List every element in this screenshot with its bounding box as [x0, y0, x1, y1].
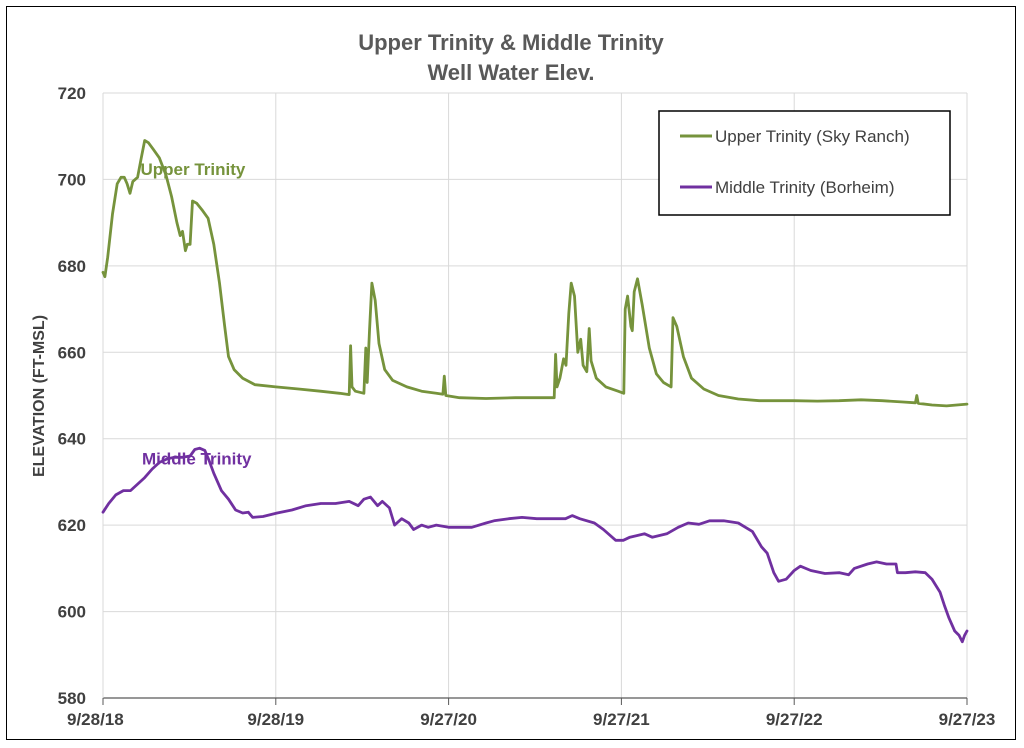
legend-label-middle-trinity: Middle Trinity (Borheim) — [715, 178, 895, 197]
x-tick-label: 9/27/21 — [593, 710, 650, 729]
x-tick-label: 9/27/20 — [420, 710, 477, 729]
axes: 580 600 620 640 660 680 700 720 9/28/18 9/28/19 9/… — [58, 84, 996, 729]
chart-title-line-1: Upper Trinity & Middle Trinity — [358, 30, 664, 55]
x-tick-label: 9/28/19 — [247, 710, 304, 729]
legend-box — [658, 110, 951, 216]
y-tick-label: 720 — [58, 84, 86, 103]
x-tick-label: 9/27/23 — [939, 710, 996, 729]
annotations: Upper Trinity Middle Trinity — [141, 160, 253, 469]
y-tick-label: 580 — [58, 689, 86, 708]
y-tick-label: 620 — [58, 516, 86, 535]
y-tick-label: 640 — [58, 430, 86, 449]
legend-label-upper-trinity: Upper Trinity (Sky Ranch) — [715, 127, 910, 146]
series-line-upper-trinity — [101, 139, 969, 408]
series-line-middle-trinity — [101, 446, 969, 644]
x-tick-label: 9/28/18 — [67, 710, 124, 729]
y-tick-label: 700 — [58, 170, 86, 189]
y-tick-label: 680 — [58, 257, 86, 276]
annotation-upper-trinity: Upper Trinity — [141, 160, 246, 179]
legend: Upper Trinity (Sky Ranch) Middle Trinity… — [658, 110, 951, 216]
annotation-middle-trinity: Middle Trinity — [142, 450, 252, 469]
plot-series — [101, 139, 969, 644]
x-tick-label: 9/27/22 — [766, 710, 823, 729]
y-axis-label: ELEVATION (FT-MSL) — [31, 315, 48, 477]
chart-title-line-2: Well Water Elev. — [427, 60, 594, 85]
y-tick-label: 600 — [58, 603, 86, 622]
y-tick-label: 660 — [58, 343, 86, 362]
